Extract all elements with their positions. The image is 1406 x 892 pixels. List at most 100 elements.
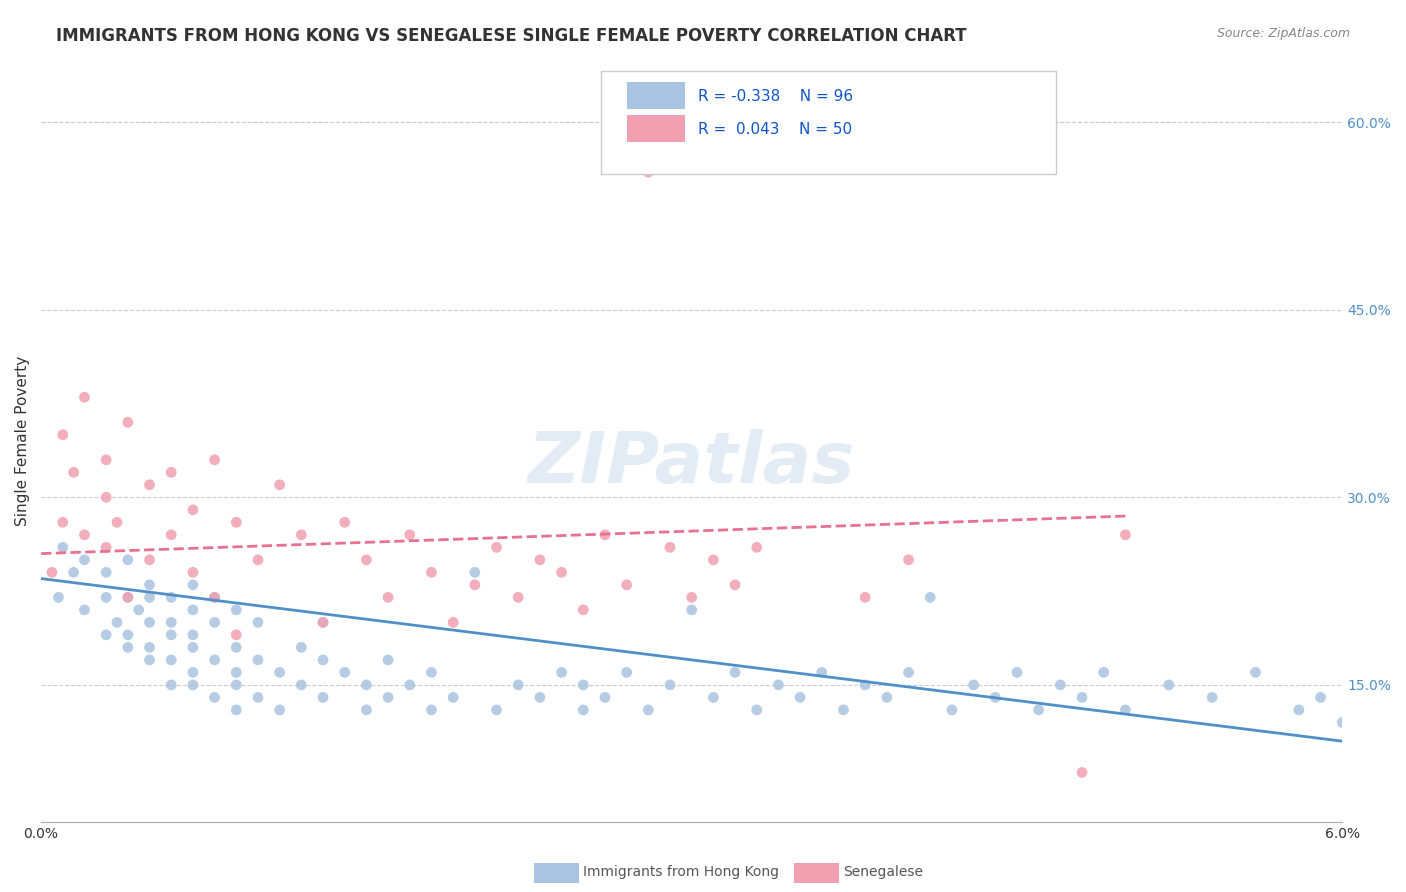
Point [1092,665,1115,680]
Point [593,690,616,705]
Point [529,553,551,567]
Point [246,615,269,630]
Point [333,665,356,680]
Point [204,591,226,605]
Point [269,665,291,680]
Text: R =  0.043    N = 50: R = 0.043 N = 50 [699,121,852,136]
Point [117,591,139,605]
Point [616,578,638,592]
Point [117,591,139,605]
Point [269,703,291,717]
Point [398,528,420,542]
Point [941,703,963,717]
Point [356,703,378,717]
Point [290,678,312,692]
Point [312,653,335,667]
Point [485,541,508,555]
Point [398,678,420,692]
Point [128,603,150,617]
Point [117,415,139,429]
Point [204,591,226,605]
Point [616,665,638,680]
Point [138,640,160,655]
Point [1309,690,1331,705]
Point [225,628,247,642]
Point [181,628,204,642]
Point [789,690,811,705]
Point [138,653,160,667]
Point [659,678,682,692]
Point [681,603,703,617]
Point [1049,678,1071,692]
Point [1071,690,1094,705]
Point [702,553,724,567]
Point [745,703,768,717]
Y-axis label: Single Female Poverty: Single Female Poverty [15,356,30,526]
Point [572,603,595,617]
Point [1288,703,1310,717]
Point [96,452,118,467]
Point [105,516,128,530]
Point [117,553,139,567]
Point [73,553,96,567]
Point [96,566,118,580]
Point [1114,703,1136,717]
Point [138,477,160,491]
Point [1157,678,1180,692]
Point [181,603,204,617]
Point [225,640,247,655]
Point [160,678,183,692]
Point [1028,703,1050,717]
Point [62,465,84,479]
Point [550,665,572,680]
Text: R = -0.338    N = 96: R = -0.338 N = 96 [699,88,853,103]
Point [356,553,378,567]
Point [1201,690,1223,705]
Point [637,703,659,717]
Point [920,591,942,605]
Point [897,553,920,567]
Point [290,640,312,655]
Point [962,678,984,692]
Point [333,516,356,530]
Point [593,528,616,542]
Point [160,528,183,542]
Point [897,665,920,680]
Point [1071,765,1094,780]
Point [724,578,747,592]
Point [529,690,551,705]
Point [1114,528,1136,542]
Point [853,678,876,692]
Point [160,465,183,479]
Point [138,578,160,592]
Point [269,477,291,491]
Point [160,591,183,605]
Point [225,516,247,530]
Point [52,427,75,442]
Point [52,541,75,555]
Point [702,690,724,705]
Point [1005,665,1028,680]
Text: ZIPatlas: ZIPatlas [529,429,855,499]
Point [138,553,160,567]
Point [181,578,204,592]
Point [204,615,226,630]
Point [204,690,226,705]
Point [485,703,508,717]
Point [96,491,118,505]
Point [508,678,530,692]
FancyBboxPatch shape [627,115,685,142]
Point [464,566,486,580]
Point [181,678,204,692]
Point [225,603,247,617]
Point [356,678,378,692]
Point [117,628,139,642]
Point [312,615,335,630]
Point [96,628,118,642]
Point [464,578,486,592]
Point [160,628,183,642]
FancyBboxPatch shape [627,82,685,109]
Point [550,566,572,580]
Point [181,665,204,680]
Point [73,390,96,404]
